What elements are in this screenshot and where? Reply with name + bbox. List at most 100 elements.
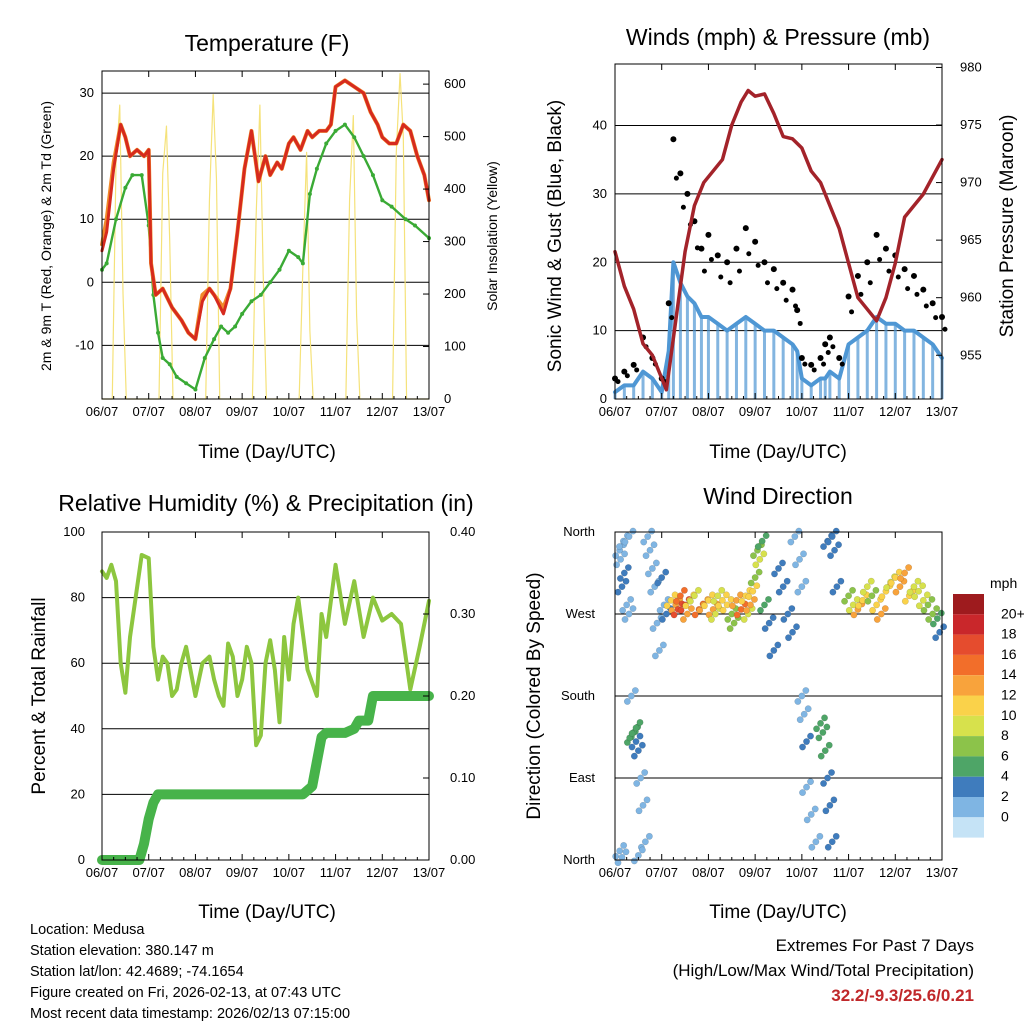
direction-point (820, 780, 827, 787)
direction-point (621, 616, 629, 623)
temperature-x-label: Time (Day/UTC) (198, 442, 336, 463)
gust-point (794, 307, 801, 314)
gust-point (942, 326, 948, 332)
y2-tick-label: 980 (960, 59, 982, 74)
legend-label: 18 (1001, 626, 1017, 642)
gust-point (826, 334, 833, 341)
gust-point (864, 259, 871, 266)
dewpoint-point (258, 292, 263, 297)
direction-point (824, 774, 831, 782)
x-tick-label: 09/07 (739, 404, 772, 419)
direction-point (621, 569, 628, 577)
direction-point (647, 588, 655, 596)
direction-point (929, 610, 936, 618)
direction-point (800, 710, 808, 718)
direction-point (677, 592, 684, 600)
direction-point (897, 575, 904, 582)
legend-label: 12 (1001, 687, 1017, 703)
legend-label: 10 (1001, 707, 1017, 723)
gust-point (780, 279, 787, 286)
winds-y2-label: Station Pressure (Maroon) (997, 115, 1018, 338)
direction-point (646, 833, 653, 840)
direction-point (775, 565, 782, 572)
gust-point (797, 320, 803, 326)
y-tick-label: North (563, 524, 595, 539)
dewpoint-point (342, 122, 347, 127)
x-tick-label: 11/07 (320, 865, 352, 880)
direction-point (864, 597, 872, 605)
extremes-title: Extremes For Past 7 Days (775, 936, 974, 955)
direction-point (933, 605, 940, 612)
direction-point (887, 579, 895, 587)
direction-point (821, 714, 828, 722)
y-tick-label: 0 (87, 274, 94, 289)
direction-point (636, 719, 644, 726)
y2-tick-label: 400 (444, 181, 466, 196)
direction-point (821, 747, 829, 754)
dewpoint-point (361, 154, 366, 159)
gust-point (630, 361, 637, 368)
y2-tick-label: 960 (960, 290, 982, 305)
direction-point (822, 807, 830, 815)
gust-point (714, 252, 721, 259)
legend-label: 20+ (1001, 605, 1024, 621)
x-tick-label: 12/07 (879, 865, 912, 880)
direction-point (919, 582, 926, 590)
direction-point (824, 843, 832, 851)
direction-point (784, 610, 792, 618)
direction-point (656, 607, 664, 614)
direction-point (761, 625, 769, 632)
gust-point (830, 344, 836, 350)
direction-point (916, 602, 923, 610)
direction-point (633, 780, 640, 787)
direction-point (659, 616, 666, 623)
gust-point (849, 309, 855, 315)
direction-point (723, 591, 730, 599)
x-tick-label: 08/07 (179, 404, 212, 419)
direction-point (762, 532, 770, 539)
direction-point (758, 537, 766, 545)
direction-point (831, 546, 838, 554)
dewpoint-point (389, 204, 394, 209)
gust-point (858, 291, 864, 297)
direction-point (691, 592, 698, 600)
dewpoint-point (286, 248, 291, 253)
direction-point (802, 687, 810, 694)
direction-point (622, 848, 630, 856)
extremes-subtitle: (High/Low/Max Wind/Total Precipitation) (672, 961, 974, 980)
dewpoint-point (193, 387, 198, 392)
direction-point (845, 607, 853, 614)
x-tick-label: 09/07 (739, 865, 772, 880)
direction-point (623, 601, 630, 609)
gust-point (774, 286, 780, 292)
direction-point (662, 568, 670, 576)
y-tick-label: 20 (593, 254, 607, 269)
legend-swatch (953, 654, 984, 676)
direction-point (743, 607, 750, 614)
x-tick-label: 13/07 (926, 404, 959, 419)
direction-point (632, 687, 639, 694)
gust-point (615, 379, 621, 385)
gust-point (933, 315, 939, 321)
gust-point (684, 190, 691, 197)
direction-point (924, 601, 932, 609)
direction-point (930, 620, 937, 628)
y2-tick-label: 970 (960, 175, 982, 190)
dewpoint-point (403, 217, 408, 222)
legend-swatch (953, 715, 984, 737)
gust-point (920, 286, 927, 293)
direction-x-label: Time (Day/UTC) (709, 902, 847, 923)
direction-point (940, 623, 947, 631)
direction-point (792, 561, 799, 569)
gust-point (901, 266, 908, 273)
x-tick-label: 12/07 (366, 865, 399, 880)
direction-point (730, 619, 738, 627)
direction-point (635, 807, 643, 815)
gust-point (733, 245, 740, 252)
y-tick-label: 60 (71, 655, 85, 670)
direction-panel: Wind Direction NorthEastSouthWestNorth06… (524, 483, 1024, 923)
direction-point (775, 588, 783, 596)
y2-tick-label: 500 (444, 129, 466, 144)
y-tick-label: 0 (600, 391, 607, 406)
y-tick-label: 10 (593, 323, 607, 338)
